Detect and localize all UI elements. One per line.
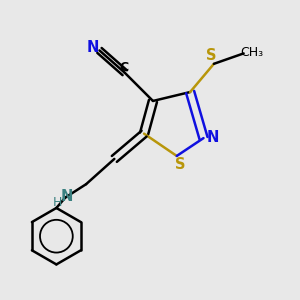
Text: C: C <box>119 61 128 74</box>
Text: H: H <box>53 196 62 209</box>
Text: N: N <box>61 190 73 205</box>
Text: CH₃: CH₃ <box>240 46 263 59</box>
Text: N: N <box>207 130 219 145</box>
Text: S: S <box>206 48 217 63</box>
Text: S: S <box>175 158 186 172</box>
Text: N: N <box>87 40 99 55</box>
